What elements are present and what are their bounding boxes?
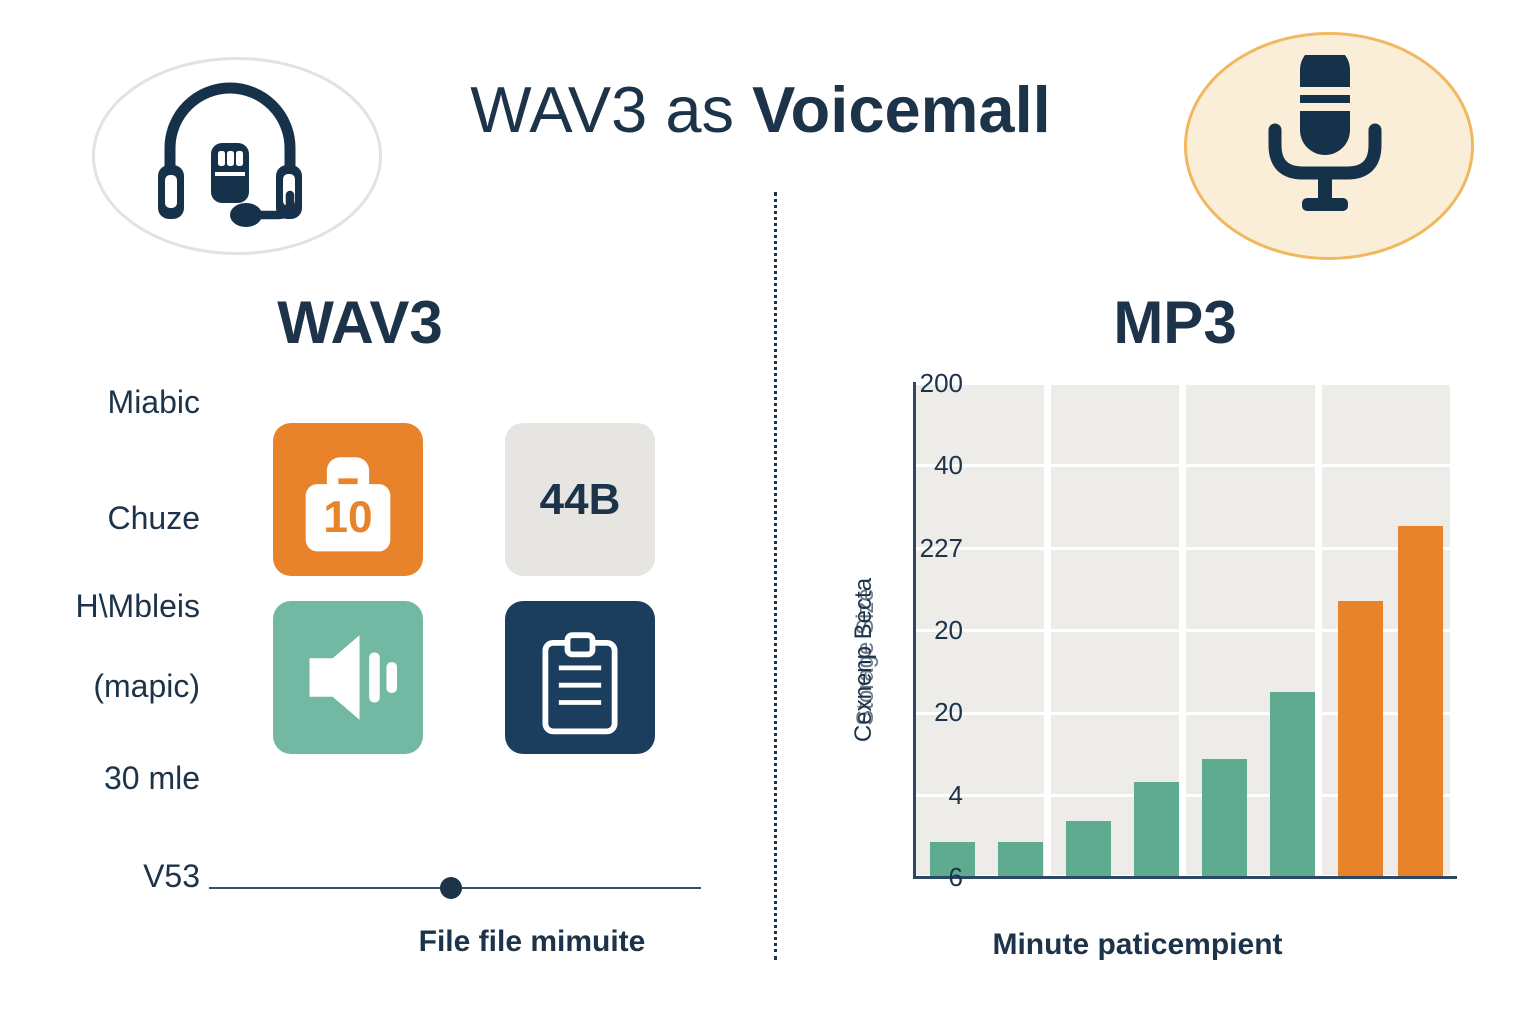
svg-text:10: 10 (323, 493, 372, 542)
